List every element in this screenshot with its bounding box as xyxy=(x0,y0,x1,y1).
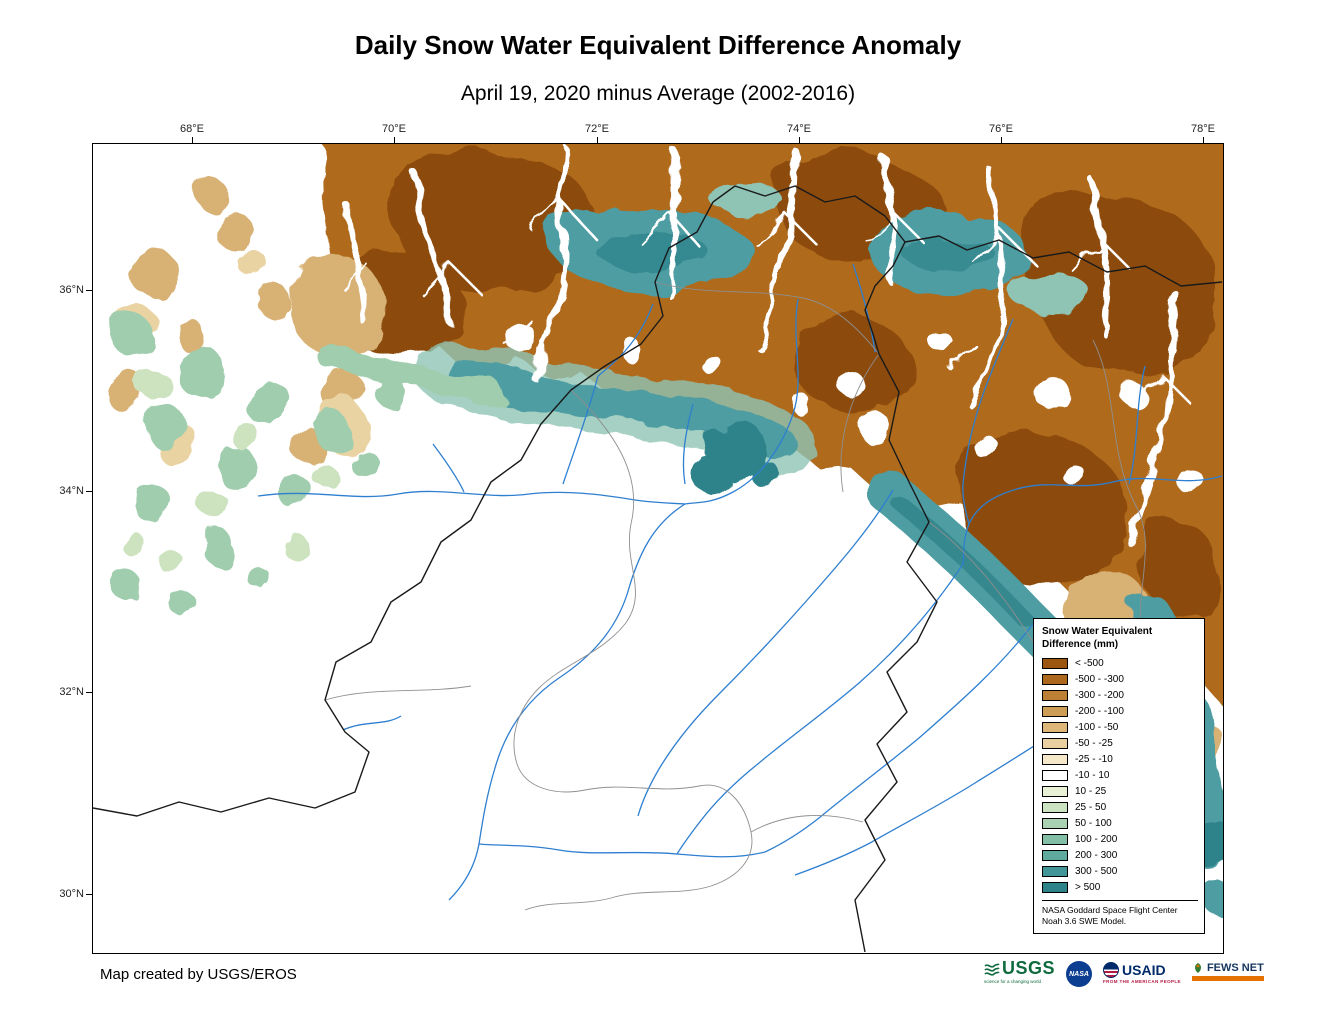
legend-title: Snow Water Equivalent Difference (mm) xyxy=(1042,625,1198,651)
footer-logos: USGS science for a changing world NASA U… xyxy=(984,958,1264,987)
legend-row: -10 - 10 xyxy=(1042,767,1198,783)
legend-swatch xyxy=(1042,769,1068,781)
fewsnet-logo-text: FEWS NET xyxy=(1206,962,1264,974)
legend-note-line1: NASA Goddard Space Flight Center xyxy=(1042,905,1178,915)
usgs-wave-icon xyxy=(984,962,1000,976)
legend-class-label: > 500 xyxy=(1075,881,1101,893)
lon-tick-label: 70°E xyxy=(382,123,406,135)
legend-row: -100 - -50 xyxy=(1042,719,1198,735)
legend-swatch xyxy=(1042,657,1068,669)
axis-tick xyxy=(799,137,800,143)
map-credit: Map created by USGS/EROS xyxy=(100,966,297,983)
axis-tick xyxy=(86,491,92,492)
legend-row: > 500 xyxy=(1042,879,1198,895)
legend-row: 10 - 25 xyxy=(1042,783,1198,799)
lat-tick-label: 32°N xyxy=(59,686,84,698)
legend-row: 50 - 100 xyxy=(1042,815,1198,831)
axis-tick xyxy=(1001,137,1002,143)
lon-tick-label: 78°E xyxy=(1191,123,1215,135)
legend-row: -200 - -100 xyxy=(1042,703,1198,719)
legend-row: -50 - -25 xyxy=(1042,735,1198,751)
legend-class-label: 25 - 50 xyxy=(1075,801,1107,813)
usaid-logo: USAID FROM THE AMERICAN PEOPLE xyxy=(1103,962,1181,984)
axis-tick xyxy=(86,290,92,291)
usaid-flag-icon xyxy=(1103,962,1120,978)
legend-rows: < -500 -500 - -300 -300 - -200 -200 - -1… xyxy=(1042,655,1198,895)
usgs-tagline: science for a changing world xyxy=(984,979,1042,984)
legend-class-label: 50 - 100 xyxy=(1075,817,1112,829)
country-boundaries-layer xyxy=(93,185,1223,953)
axis-tick xyxy=(192,137,193,143)
legend-swatch xyxy=(1042,881,1068,893)
lat-tick-label: 34°N xyxy=(59,485,84,497)
lon-tick-label: 72°E xyxy=(585,123,609,135)
legend-row: -25 - -10 xyxy=(1042,751,1198,767)
rivers-layer xyxy=(257,263,1223,901)
lat-tick-label: 36°N xyxy=(59,284,84,296)
legend-row: 100 - 200 xyxy=(1042,831,1198,847)
fewsnet-leaf-icon xyxy=(1194,963,1201,973)
legend-title-line2: Difference (mm) xyxy=(1042,639,1119,650)
legend-class-label: 300 - 500 xyxy=(1075,865,1118,877)
axis-tick xyxy=(1203,137,1204,143)
lat-tick-label: 30°N xyxy=(59,888,84,900)
legend-swatch xyxy=(1042,865,1068,877)
legend-swatch xyxy=(1042,801,1068,813)
legend-row: -500 - -300 xyxy=(1042,671,1198,687)
legend-row: 300 - 500 xyxy=(1042,863,1198,879)
legend-class-label: -200 - -100 xyxy=(1075,705,1124,717)
legend-row: 200 - 300 xyxy=(1042,847,1198,863)
legend-row: -300 - -200 xyxy=(1042,687,1198,703)
legend-row: 25 - 50 xyxy=(1042,799,1198,815)
legend-swatch xyxy=(1042,721,1068,733)
map-frame: Snow Water Equivalent Difference (mm) < … xyxy=(92,143,1224,954)
legend-row: < -500 xyxy=(1042,655,1198,671)
axis-tick xyxy=(597,137,598,143)
usaid-tagline: FROM THE AMERICAN PEOPLE xyxy=(1103,979,1181,984)
map-title: Daily Snow Water Equivalent Difference A… xyxy=(354,30,962,60)
nasa-logo-text: NASA xyxy=(1069,970,1089,978)
map-subtitle: April 19, 2020 minus Average (2002-2016) xyxy=(460,82,856,105)
legend-class-label: 10 - 25 xyxy=(1075,785,1107,797)
legend-class-label: 200 - 300 xyxy=(1075,849,1118,861)
legend-class-label: -50 - -25 xyxy=(1075,737,1113,749)
legend-class-label: -25 - -10 xyxy=(1075,753,1113,765)
legend-class-label: 100 - 200 xyxy=(1075,833,1118,845)
legend-class-label: -100 - -50 xyxy=(1075,721,1119,733)
legend-class-label: -500 - -300 xyxy=(1075,673,1124,685)
legend-swatch xyxy=(1042,673,1068,685)
legend-swatch xyxy=(1042,753,1068,765)
legend-swatch xyxy=(1042,849,1068,861)
nasa-logo: NASA xyxy=(1066,961,1093,987)
lon-tick-label: 68°E xyxy=(180,123,204,135)
axis-tick xyxy=(394,137,395,143)
legend-swatch xyxy=(1042,785,1068,797)
legend: Snow Water Equivalent Difference (mm) < … xyxy=(1033,618,1205,934)
legend-title-line1: Snow Water Equivalent xyxy=(1042,626,1153,637)
usgs-logo-text: USGS xyxy=(1002,958,1056,978)
axis-tick xyxy=(86,894,92,895)
legend-note-line2: Noah 3.6 SWE Model. xyxy=(1042,916,1127,927)
legend-swatch xyxy=(1042,737,1068,749)
lon-tick-label: 76°E xyxy=(989,123,1013,135)
legend-swatch xyxy=(1042,705,1068,717)
legend-class-label: < -500 xyxy=(1075,657,1104,669)
axis-tick xyxy=(86,692,92,693)
legend-class-label: -300 - -200 xyxy=(1075,689,1124,701)
legend-note: NASA Goddard Space Flight Center Noah 3.… xyxy=(1042,900,1198,928)
fewsnet-logo: FEWS NET xyxy=(1191,962,1264,981)
fewsnet-bar xyxy=(1191,976,1264,981)
usgs-logo: USGS science for a changing world xyxy=(984,958,1055,984)
legend-swatch xyxy=(1042,817,1068,829)
legend-class-label: -10 - 10 xyxy=(1075,769,1110,781)
legend-swatch xyxy=(1042,689,1068,701)
lon-tick-label: 74°E xyxy=(787,123,811,135)
usaid-logo-text: USAID xyxy=(1122,962,1166,978)
legend-swatch xyxy=(1042,833,1068,845)
